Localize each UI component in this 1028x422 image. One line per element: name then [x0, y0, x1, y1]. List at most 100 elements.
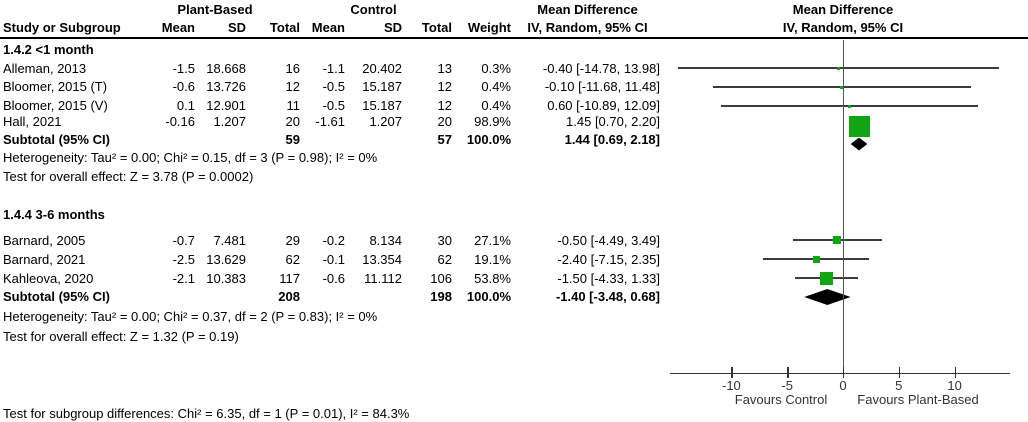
cell-w: 53.8%: [474, 271, 511, 286]
cell-w: 100.0%: [466, 289, 511, 304]
subgroup-label: 1.4.4 3-6 months: [3, 207, 105, 222]
cell-md: 1.44 [0.69, 2.18]: [564, 132, 660, 147]
ctrl-mean-header: Mean: [311, 20, 345, 35]
study-name: Barnard, 2005: [3, 233, 86, 248]
cell-m2: -0.5: [322, 98, 345, 113]
cell-sd1: 1.207: [213, 114, 246, 129]
header-rule: [0, 37, 1028, 39]
cell-m2: -0.2: [322, 233, 345, 248]
exp-sd-header: SD: [227, 20, 246, 35]
effect-square: [819, 271, 833, 285]
cell-md: -0.10 [-11.68, 11.48]: [544, 79, 660, 94]
effect-square: [837, 66, 841, 70]
cell-md: -0.50 [-4.49, 3.49]: [557, 233, 660, 248]
cell-w: 100.0%: [466, 132, 511, 147]
cell-t1: 117: [279, 271, 300, 286]
axis-tick-label: -10: [721, 378, 741, 393]
cell-t2: 106: [430, 271, 452, 286]
subtotal-label: Subtotal (95% CI): [3, 132, 110, 147]
cell-m1: -2.5: [172, 252, 195, 267]
cell-w: 0.3%: [481, 61, 511, 76]
cell-t1: 208: [278, 289, 300, 304]
zero-line: [842, 40, 844, 373]
cell-m1: -0.16: [165, 114, 195, 129]
study-column-header: Study or Subgroup: [3, 20, 121, 35]
cell-sd2: 13.354: [362, 252, 402, 267]
cell-sd2: 11.112: [364, 271, 402, 286]
axis-tick: [787, 367, 789, 378]
cell-sd2: 8.134: [369, 233, 402, 248]
effect-square: [848, 104, 852, 108]
effect-column-title: Mean Difference: [537, 2, 638, 17]
cell-t2: 62: [437, 252, 452, 267]
cell-t1: 59: [285, 132, 300, 147]
cell-w: 19.1%: [474, 252, 511, 267]
cell-sd2: 15.187: [362, 79, 402, 94]
x-axis-line: [670, 372, 1010, 374]
axis-tick-label: 0: [839, 378, 847, 393]
cell-m2: -0.6: [322, 271, 345, 286]
cell-t2: 198: [430, 289, 452, 304]
plot-title: Mean Difference: [792, 2, 894, 17]
stats-text: Test for overall effect: Z = 3.78 (P = 0…: [3, 169, 254, 184]
effect-square: [812, 255, 820, 263]
effect-method-header: IV, Random, 95% CI: [527, 20, 648, 35]
cell-m2: -1.1: [322, 61, 345, 76]
cell-m2: -1.61: [315, 114, 345, 129]
cell-t2: 13: [437, 61, 452, 76]
axis-tick-label: 5: [895, 378, 903, 393]
stats-text: Heterogeneity: Tau² = 0.00; Chi² = 0.37,…: [3, 309, 378, 324]
axis-tick: [954, 367, 956, 378]
cell-md: -2.40 [-7.15, 2.35]: [557, 252, 660, 267]
study-name: Bloomer, 2015 (V): [3, 98, 108, 113]
stats-text: Test for subgroup differences: Chi² = 6.…: [3, 406, 410, 421]
stats-text: Heterogeneity: Tau² = 0.00; Chi² = 0.15,…: [3, 150, 378, 165]
cell-t1: 11: [286, 98, 301, 113]
cell-sd1: 13.629: [206, 252, 246, 267]
experimental-group-header: Plant-Based: [177, 2, 253, 17]
ctrl-sd-header: SD: [383, 20, 402, 35]
cell-md: -1.40 [-3.48, 0.68]: [555, 289, 660, 304]
cell-t1: 20: [285, 114, 300, 129]
study-name: Kahleova, 2020: [3, 271, 94, 286]
cell-m1: -1.5: [172, 61, 195, 76]
study-name: Barnard, 2021: [3, 252, 86, 267]
cell-sd1: 12.901: [206, 98, 246, 113]
plot-method-header: IV, Random, 95% CI: [782, 20, 904, 35]
cell-t1: 12: [285, 79, 300, 94]
axis-tick-label: 10: [947, 378, 962, 393]
effect-square: [848, 115, 870, 137]
effect-square: [840, 85, 844, 89]
cell-m1: 0.1: [176, 98, 195, 113]
favours-left-label: Favours Control: [734, 392, 828, 407]
weight-column-header: Weight: [467, 20, 511, 35]
cell-t2: 20: [437, 114, 452, 129]
axis-tick-label: -5: [781, 378, 793, 393]
cell-sd1: 18.668: [206, 61, 246, 76]
cell-m1: -0.7: [172, 233, 195, 248]
exp-total-header: Total: [269, 20, 300, 35]
cell-t1: 62: [285, 252, 300, 267]
subtotal-diamond: [804, 289, 851, 305]
cell-t1: 16: [285, 61, 300, 76]
subgroup-label: 1.4.2 <1 month: [3, 42, 94, 57]
cell-sd1: 13.726: [206, 79, 246, 94]
ctrl-total-header: Total: [421, 20, 452, 35]
study-name: Bloomer, 2015 (T): [3, 79, 108, 94]
cell-t2: 12: [437, 79, 452, 94]
cell-md: 0.60 [-10.89, 12.09]: [547, 98, 660, 113]
cell-m1: -2.1: [172, 271, 195, 286]
axis-tick: [731, 367, 733, 378]
cell-m1: -0.6: [172, 79, 195, 94]
cell-sd2: 1.207: [369, 114, 402, 129]
cell-sd1: 10.383: [206, 271, 246, 286]
cell-sd2: 15.187: [362, 98, 402, 113]
stats-text: Test for overall effect: Z = 1.32 (P = 0…: [3, 329, 239, 344]
cell-m2: -0.5: [322, 79, 345, 94]
cell-w: 0.4%: [481, 79, 511, 94]
cell-w: 98.9%: [474, 114, 511, 129]
cell-sd2: 20.402: [362, 61, 402, 76]
cell-t2: 30: [437, 233, 452, 248]
cell-m2: -0.1: [322, 252, 345, 267]
